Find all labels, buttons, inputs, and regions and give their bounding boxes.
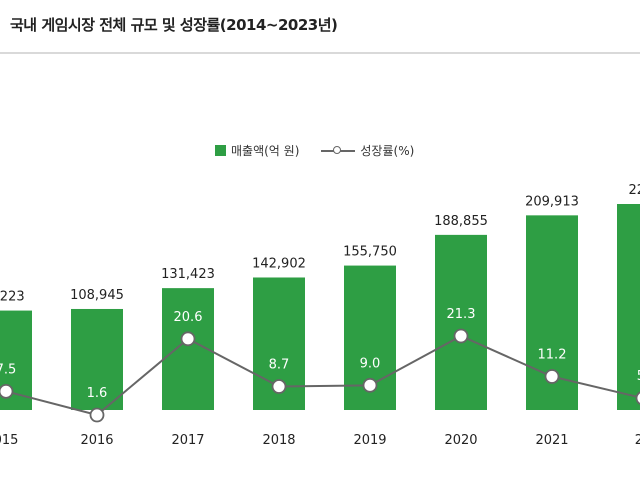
growth-value-label-2020: 21.3 xyxy=(447,307,476,322)
growth-value-label-2021: 11.2 xyxy=(538,348,567,363)
x-tick-label-2018: 2018 xyxy=(262,433,295,448)
bar-value-label-2020: 188,855 xyxy=(434,214,488,229)
x-tick-label-2022: 20 xyxy=(635,433,640,448)
growth-point-2018 xyxy=(271,379,287,394)
growth-value-label-2019: 9.0 xyxy=(360,356,381,371)
growth-point-2015 xyxy=(0,383,14,399)
bar-value-label-2022: 222, xyxy=(629,183,640,198)
growth-line xyxy=(5,334,640,417)
x-tick-label-2016: 2016 xyxy=(80,433,113,448)
x-tick-label-2019: 2019 xyxy=(353,433,386,448)
x-tick-label-2020: 2020 xyxy=(444,433,477,448)
growth-value-label-2018: 8.7 xyxy=(269,358,290,373)
chart-title: 국내 게임시장 전체 규모 및 성장률(2014~2023년) xyxy=(10,16,338,34)
legend-line-label: 성장률(%) xyxy=(360,144,415,158)
growth-value-label-2017: 20.6 xyxy=(174,310,203,325)
growth-point-2022 xyxy=(635,391,640,405)
x-tick-label-2021: 2021 xyxy=(535,433,568,448)
bar-value-label-2016: 108,945 xyxy=(70,288,124,303)
bar-value-label-2017: 131,423 xyxy=(161,267,215,282)
bar-2016 xyxy=(71,308,123,410)
growth-point-2016 xyxy=(89,407,105,423)
growth-value-label-2016: 1.6 xyxy=(87,386,108,401)
bar-2022 xyxy=(617,204,640,410)
bar-value-label-2021: 209,913 xyxy=(525,194,579,209)
x-tick-label-2015: 015 xyxy=(0,433,18,448)
legend: 매출액(억 원) 성장률(%) xyxy=(215,142,414,159)
bar-value-label-2019: 155,750 xyxy=(343,245,397,260)
growth-value-label-2015: 7.5 xyxy=(0,362,16,377)
title-divider xyxy=(0,52,640,54)
growth-value-label-2022: 5. xyxy=(637,369,640,384)
bar-2020 xyxy=(435,234,487,410)
growth-point-2020 xyxy=(453,328,469,344)
growth-point-2019 xyxy=(362,377,378,393)
legend-bar-label: 매출액(억 원) xyxy=(231,144,300,158)
growth-point-2021 xyxy=(544,369,560,384)
x-tick-label-2017: 2017 xyxy=(171,433,204,448)
bar-value-label-2018: 142,902 xyxy=(252,256,306,271)
bar-2017 xyxy=(162,288,214,410)
growth-point-2017 xyxy=(180,331,196,347)
bar-value-label-2015: 7,223 xyxy=(0,290,25,305)
legend-line-swatch xyxy=(321,145,356,157)
legend-bar-swatch xyxy=(215,145,226,156)
